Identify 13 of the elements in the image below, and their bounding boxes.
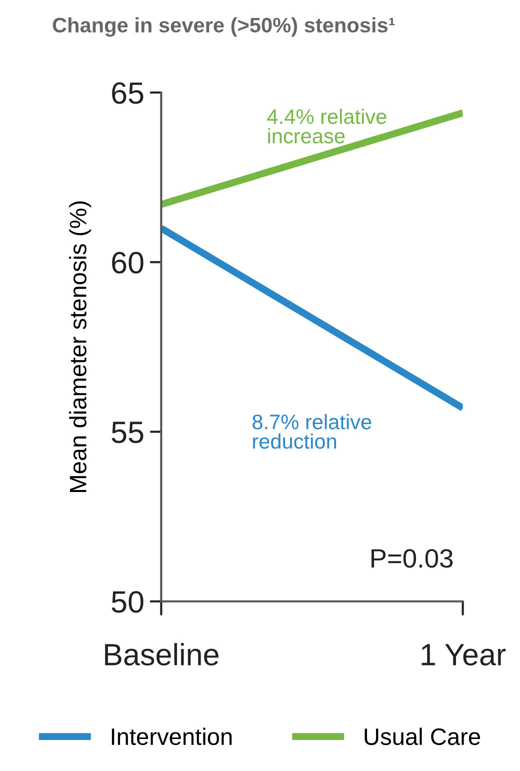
annotation: P=0.03: [372, 549, 453, 568]
y-axis-title: Mean diameter stenosis (%): [69, 201, 92, 492]
y-tick-label: 65: [112, 82, 144, 104]
x-tick-label: 1 Year: [422, 644, 506, 666]
legend-label: Usual Care: [364, 728, 480, 746]
chart-title: Change in severe (>50%) stenosis¹: [52, 17, 395, 37]
x-tick-label: Baseline: [105, 643, 218, 666]
annotation: 4.4% relative increase: [267, 108, 386, 144]
y-tick-label: 55: [112, 422, 144, 444]
annotation: 8.7% relative reduction: [252, 414, 372, 449]
legend-label: Intervention: [112, 728, 232, 746]
y-tick-label: 50: [112, 591, 144, 613]
y-tick-label: 60: [112, 252, 144, 274]
